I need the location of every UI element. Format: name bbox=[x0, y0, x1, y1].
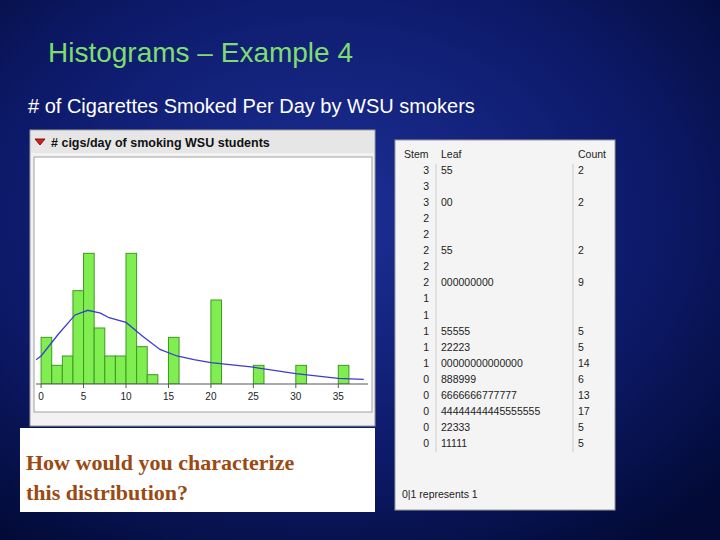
leaf: 55 bbox=[441, 244, 453, 256]
leaf: 55 bbox=[441, 164, 453, 176]
x-tick bbox=[210, 384, 211, 388]
leaf: 44444444445555555 bbox=[441, 405, 540, 417]
density-curve bbox=[36, 310, 364, 379]
bar bbox=[94, 328, 105, 384]
subtitle: # of Cigarettes Smoked Per Day by WSU sm… bbox=[28, 95, 475, 117]
bar bbox=[62, 356, 73, 384]
count: 6 bbox=[578, 373, 584, 385]
plot-frame bbox=[34, 157, 372, 412]
leaf: 11111 bbox=[441, 437, 467, 449]
x-tick bbox=[295, 384, 296, 388]
bar bbox=[147, 375, 158, 384]
x-tick bbox=[253, 384, 254, 388]
x-tick bbox=[83, 384, 84, 388]
stem-leaf-panel bbox=[395, 140, 615, 510]
leaf: 00000000000000 bbox=[441, 357, 523, 369]
x-tick-label: 30 bbox=[290, 391, 302, 402]
stem: 2 bbox=[423, 212, 429, 224]
stem-leaf-header: Stem bbox=[404, 148, 429, 160]
bar bbox=[168, 337, 179, 384]
stem: 2 bbox=[423, 228, 429, 240]
stem: 0 bbox=[423, 389, 429, 401]
stem: 1 bbox=[423, 325, 429, 337]
chart-header bbox=[31, 131, 374, 153]
count: 5 bbox=[578, 421, 584, 433]
count: 2 bbox=[578, 244, 584, 256]
question-box bbox=[20, 428, 375, 512]
stem-leaf-header: Count bbox=[578, 148, 606, 160]
stem: 0 bbox=[423, 437, 429, 449]
marks bbox=[36, 253, 364, 384]
leaf: 6666666777777 bbox=[441, 389, 517, 401]
stem: 1 bbox=[423, 341, 429, 353]
question: How would you characterize bbox=[26, 450, 294, 475]
count: 14 bbox=[578, 357, 590, 369]
stem: 0 bbox=[423, 421, 429, 433]
count: 5 bbox=[578, 437, 584, 449]
x-tick-label: 15 bbox=[163, 391, 175, 402]
stem: 2 bbox=[423, 260, 429, 272]
leaf: 00 bbox=[441, 196, 453, 208]
leaf: 22333 bbox=[441, 421, 470, 433]
chart-title: # cigs/day of smoking WSU students bbox=[51, 136, 270, 150]
stem-leaf-footer: 0|1 represents 1 bbox=[402, 488, 478, 500]
chart-panel bbox=[30, 130, 375, 426]
question: this distribution? bbox=[26, 480, 188, 505]
bar bbox=[126, 253, 137, 384]
stem: 0 bbox=[423, 405, 429, 417]
bar bbox=[338, 365, 349, 384]
x-axis bbox=[36, 384, 368, 385]
slide: Histograms – Example 4 # of Cigarettes Sm… bbox=[0, 0, 720, 540]
stem: 1 bbox=[423, 292, 429, 304]
x-tick-label: 25 bbox=[248, 391, 260, 402]
stem: 3 bbox=[423, 180, 429, 192]
title: Histograms – Example 4 bbox=[48, 37, 353, 68]
x-tick bbox=[41, 384, 42, 388]
x-tick bbox=[168, 384, 169, 388]
background bbox=[0, 0, 720, 540]
bar bbox=[73, 291, 84, 384]
x-tick bbox=[338, 384, 339, 388]
bar bbox=[115, 356, 126, 384]
x-tick-label: 20 bbox=[205, 391, 217, 402]
bar bbox=[137, 347, 148, 384]
menu-icon bbox=[35, 139, 45, 145]
x-tick-label: 5 bbox=[81, 391, 87, 402]
bar bbox=[52, 365, 63, 384]
leaf: 22223 bbox=[441, 341, 470, 353]
count: 5 bbox=[578, 325, 584, 337]
stem: 3 bbox=[423, 164, 429, 176]
bar bbox=[105, 356, 116, 384]
stem: 1 bbox=[423, 309, 429, 321]
bar bbox=[84, 253, 95, 384]
leaf: 888999 bbox=[441, 373, 476, 385]
stem: 2 bbox=[423, 244, 429, 256]
bar bbox=[211, 300, 222, 384]
count: 17 bbox=[578, 405, 590, 417]
stem: 2 bbox=[423, 276, 429, 288]
stem: 0 bbox=[423, 373, 429, 385]
count: 9 bbox=[578, 276, 584, 288]
leaf: 000000000 bbox=[441, 276, 494, 288]
column-rule bbox=[436, 164, 437, 452]
column-rule bbox=[573, 164, 574, 452]
count: 5 bbox=[578, 341, 584, 353]
x-tick bbox=[126, 384, 127, 388]
stem: 3 bbox=[423, 196, 429, 208]
x-tick-label: 35 bbox=[333, 391, 345, 402]
leaf: 55555 bbox=[441, 325, 470, 337]
count: 13 bbox=[578, 389, 590, 401]
stem-leaf-header: Leaf bbox=[441, 148, 462, 160]
x-tick-label: 0 bbox=[38, 391, 44, 402]
stem: 1 bbox=[423, 357, 429, 369]
x-tick-label: 10 bbox=[120, 391, 132, 402]
count: 2 bbox=[578, 164, 584, 176]
count: 2 bbox=[578, 196, 584, 208]
